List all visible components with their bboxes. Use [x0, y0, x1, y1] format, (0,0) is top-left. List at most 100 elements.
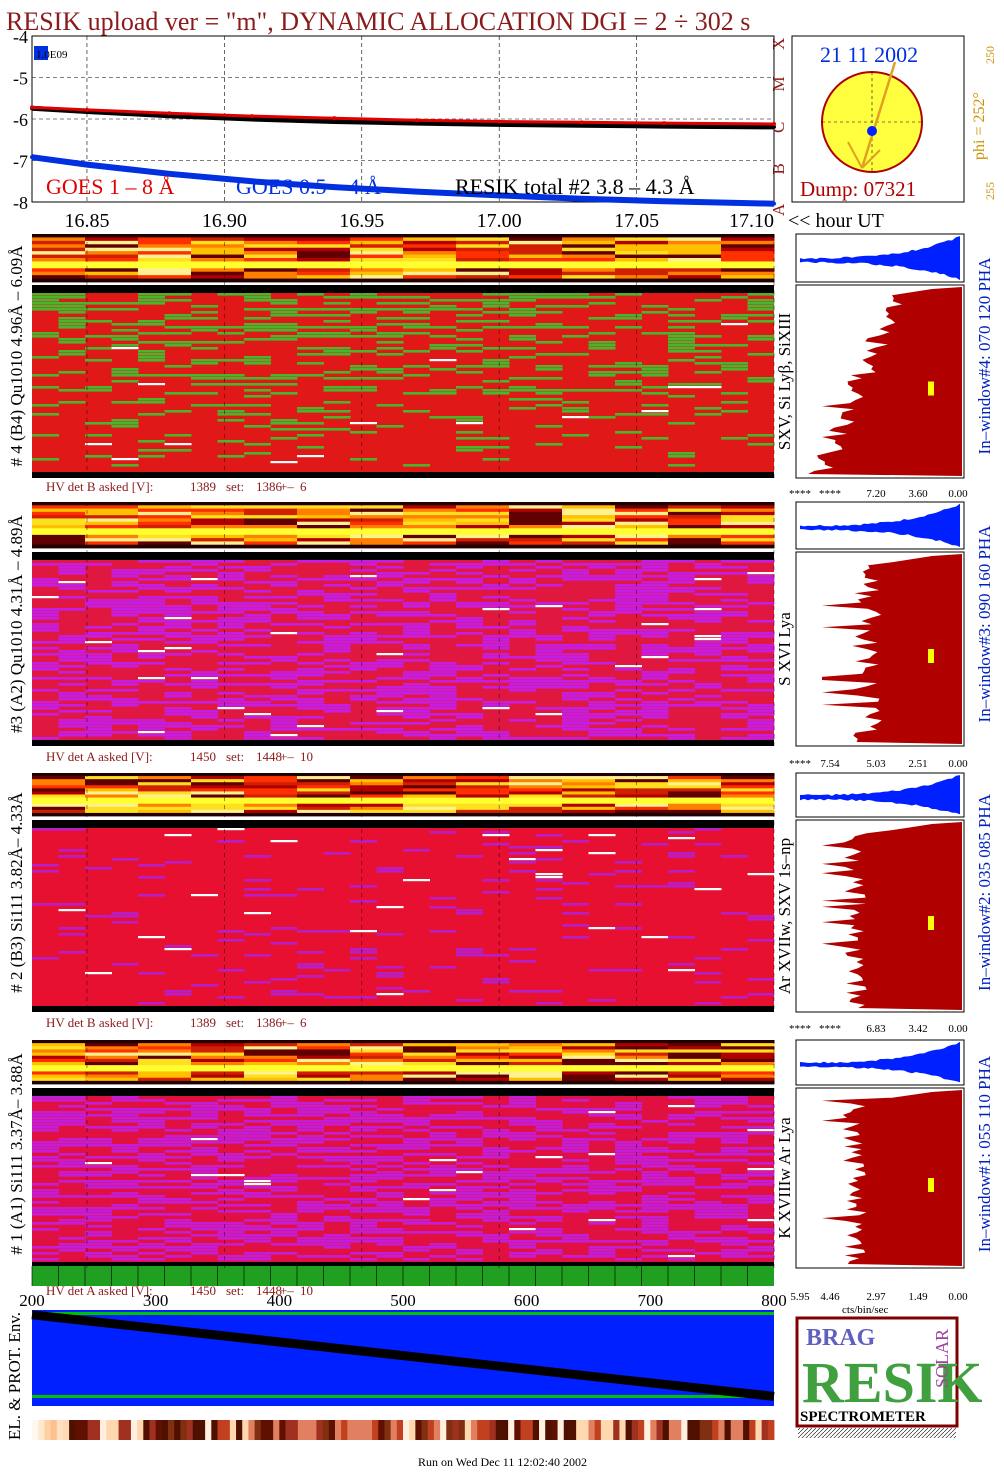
upper-strip-cell	[721, 511, 775, 516]
upper-strip-cell	[403, 240, 457, 245]
env-strip-cell	[297, 1420, 305, 1440]
heatmap-cell	[694, 641, 722, 644]
heatmap-cell	[482, 674, 510, 677]
heatmap-cell	[323, 326, 351, 329]
upper-strip-cell	[721, 806, 775, 811]
heatmap-cell	[376, 1126, 404, 1129]
logo-small-right: SOLAR	[932, 1329, 952, 1388]
heatmap-cell	[376, 1240, 404, 1243]
heatmap-cell	[191, 1165, 218, 1168]
heatmap-cell	[721, 1177, 748, 1180]
heatmap-cell	[509, 1195, 536, 1198]
heatmap-cell	[191, 701, 218, 704]
heatmap-cell	[482, 734, 510, 737]
env-strip-cell	[551, 1420, 558, 1440]
heatmap-cell	[164, 605, 192, 608]
env-x-axis: 200 300 400 500 600 700 800	[19, 1291, 787, 1310]
heatmap-cell	[111, 665, 139, 668]
upper-strip-cell	[350, 521, 404, 526]
heatmap-cell	[694, 1216, 722, 1219]
heatmap-cell	[244, 299, 271, 302]
heatmap-cell	[456, 1186, 483, 1189]
heatmap-cell	[85, 1183, 112, 1186]
env-strip-cell	[625, 1420, 633, 1440]
upper-strip-cell	[244, 1040, 298, 1044]
heatmap-cell	[615, 1114, 642, 1117]
upper-strip-cell	[509, 785, 563, 789]
heatmap-cell	[138, 894, 165, 897]
upper-strip-cell	[456, 264, 510, 269]
heatmap-cell	[270, 698, 298, 701]
heatmap-cell	[535, 443, 563, 446]
upper-strip-cell	[721, 525, 775, 529]
heatmap-cell	[297, 578, 324, 581]
heatmap-cell	[721, 855, 748, 858]
upper-strip-cell	[615, 1043, 669, 1047]
upper-strip-cell	[85, 254, 139, 259]
heatmap-cell	[164, 1117, 192, 1120]
upper-strip-cell	[138, 797, 192, 802]
heatmap-cell	[641, 569, 669, 572]
upper-strip-cell	[191, 515, 245, 519]
upper-strip-cell	[456, 806, 510, 811]
heatmap-cell	[32, 1207, 59, 1210]
heatmap-cell	[244, 1108, 271, 1111]
heatmap-cell	[535, 1002, 563, 1005]
heatmap-cell	[509, 338, 536, 341]
upper-strip-cell	[668, 791, 722, 795]
heatmap-cell	[58, 635, 86, 638]
upper-strip-cell	[297, 782, 351, 786]
heatmap-cell	[58, 909, 86, 912]
upper-strip-cell	[668, 785, 722, 789]
upper-strip-cell	[138, 508, 192, 513]
heatmap-cell	[244, 1135, 271, 1138]
upper-strip-cell	[191, 812, 245, 817]
heatmap-cell	[482, 365, 510, 368]
upper-strip-cell	[297, 278, 351, 283]
heatmap-cell	[350, 296, 377, 299]
upper-strip-cell	[721, 1046, 775, 1050]
heatmap-cell	[562, 1168, 589, 1171]
heatmap-cell	[244, 1234, 271, 1237]
heatmap-cell	[588, 365, 616, 368]
heatmap-cell	[270, 716, 298, 719]
heatmap-cell	[138, 1153, 165, 1156]
heatmap-cell	[244, 704, 271, 707]
heatmap-cell	[297, 593, 324, 596]
upper-strip-cell	[668, 1049, 722, 1053]
heatmap-cell	[376, 701, 404, 704]
heatmap-cell	[747, 1240, 775, 1243]
heatmap-cell	[32, 1096, 59, 1099]
heatmap-cell	[323, 1219, 351, 1222]
heatmap-cell	[270, 978, 298, 981]
upper-strip-cell	[456, 278, 510, 283]
heatmap-cell	[562, 572, 589, 575]
heatmap-cell	[323, 401, 351, 404]
heatmap-cell	[588, 873, 616, 876]
heatmap-cell	[58, 1165, 86, 1168]
heatmap-cell	[694, 1201, 722, 1204]
upper-strip-cell	[721, 505, 775, 509]
heatmap-cell	[323, 710, 351, 713]
heatmap-cell	[164, 1129, 192, 1132]
heatmap-cell	[641, 587, 669, 590]
heatmap-cell	[244, 1099, 271, 1102]
heatmap-cell	[297, 704, 324, 707]
heatmap-cell	[323, 584, 351, 587]
heatmap-cell	[376, 371, 404, 374]
heatmap-cell	[615, 596, 642, 599]
upper-strip-cell	[403, 812, 457, 817]
heatmap-cell	[509, 599, 536, 602]
upper-strip-cell	[85, 809, 139, 814]
heatmap-cell	[138, 1108, 165, 1111]
heatmap-cell	[323, 996, 351, 999]
heatmap-cell	[323, 371, 351, 374]
upper-strip-cell	[350, 254, 404, 259]
upper-strip-cell	[562, 251, 616, 255]
heatmap-bottom-band	[32, 472, 774, 478]
upper-strip-cell	[297, 271, 351, 276]
heatmap-cell	[535, 365, 563, 368]
heatmap-cell	[297, 560, 324, 563]
heatmap-cell	[111, 614, 139, 617]
heatmap-cell	[588, 692, 616, 695]
